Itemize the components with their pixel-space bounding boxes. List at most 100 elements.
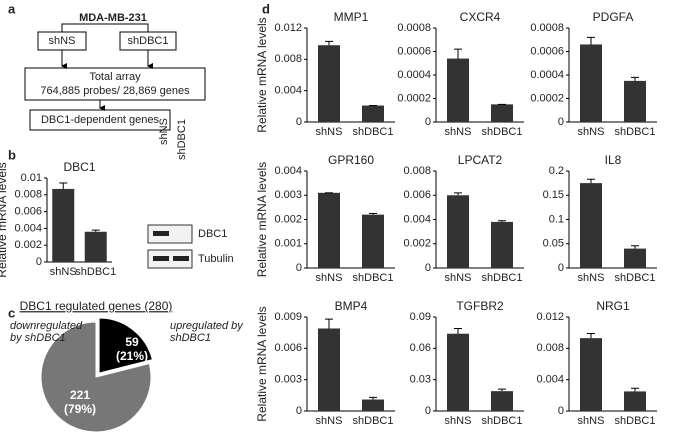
- blot-box: [147, 224, 193, 244]
- y-tick-label: 0.0002: [530, 92, 564, 104]
- y-tick-label: 0: [558, 262, 564, 274]
- y-tick-label: 0.004: [14, 222, 42, 234]
- y-tick-label: 0.001: [274, 238, 302, 250]
- x-tick-label: shDBC1: [482, 272, 523, 284]
- chart-title: LPCAT2: [458, 153, 503, 167]
- error-bar: [325, 318, 333, 329]
- group-label: shDBC1: [128, 35, 169, 47]
- lane-label: shDBC1: [176, 119, 188, 160]
- lane-label: shNS: [158, 118, 170, 145]
- y-tick-label: 0.008: [274, 53, 302, 65]
- x-tick-label: shDBC1: [482, 126, 523, 138]
- bar: [491, 391, 513, 411]
- y-tick-label: 0.09: [410, 311, 431, 323]
- y-axis-label: Relative mRNA levels: [0, 162, 9, 277]
- chart-title: IL8: [605, 153, 622, 167]
- blot-box: [147, 249, 193, 269]
- bar: [580, 338, 602, 411]
- y-tick-label: 0.006: [403, 189, 431, 201]
- y-tick-label: 0.006: [14, 206, 42, 218]
- y-tick-label: 0.008: [403, 165, 431, 177]
- panel-label: a: [8, 1, 16, 16]
- y-tick-label: 0.004: [403, 213, 431, 225]
- x-tick-label: shDBC1: [75, 266, 116, 278]
- error-bar: [498, 388, 506, 392]
- error-bar: [91, 229, 100, 232]
- error-bar: [454, 192, 462, 196]
- y-tick-label: 0.009: [274, 311, 302, 323]
- bar: [362, 105, 384, 122]
- slice-name: upregulated by shDBC1: [170, 320, 243, 344]
- box: [24, 67, 206, 101]
- error-bar: [587, 36, 595, 45]
- y-tick-label: 0.003: [274, 374, 302, 386]
- bar: [447, 333, 469, 411]
- array-detail: 764,885 probes/ 28,869 genes: [40, 85, 190, 97]
- panel-label: d: [262, 1, 270, 16]
- y-tick-label: 0.0008: [397, 22, 431, 34]
- y-tick-label: 0.01: [21, 172, 42, 184]
- percent-label: (21%): [116, 349, 148, 363]
- bar: [624, 248, 646, 268]
- y-tick-label: 0: [296, 405, 302, 417]
- y-tick-label: 0.004: [536, 374, 564, 386]
- y-axis-label: Relative mRNA levels: [255, 306, 269, 421]
- percent-label: (79%): [64, 402, 96, 416]
- error-bar: [59, 182, 68, 189]
- y-tick-label: 0.0006: [397, 45, 431, 57]
- error-bar: [325, 40, 333, 46]
- x-tick-label: shNS: [445, 126, 472, 138]
- x-tick-label: shNS: [316, 272, 343, 284]
- y-tick-label: 0: [558, 405, 564, 417]
- bar: [52, 188, 75, 262]
- value-label: 59: [125, 335, 139, 349]
- pie-slice: [98, 317, 154, 374]
- y-tick-label: 0.006: [274, 342, 302, 354]
- y-tick-label: 0: [558, 116, 564, 128]
- x-tick-label: shDBC1: [615, 126, 656, 138]
- y-tick-label: 0: [296, 116, 302, 128]
- y-tick-label: 0.1: [549, 213, 564, 225]
- chart-title: BMP4: [335, 299, 368, 313]
- bar: [491, 104, 513, 122]
- error-bar: [631, 387, 639, 392]
- band: [153, 231, 169, 236]
- error-bar: [454, 48, 462, 59]
- y-tick-label: 0.15: [543, 189, 564, 201]
- band-label: Tubulin: [198, 253, 234, 265]
- error-bar: [454, 327, 462, 334]
- bar: [84, 231, 107, 262]
- band: [173, 256, 189, 261]
- y-tick-label: 0.003: [274, 189, 302, 201]
- y-tick-label: 0.012: [536, 311, 564, 323]
- y-tick-label: 0.008: [14, 189, 42, 201]
- bar: [580, 44, 602, 123]
- y-axis-label: Relative mRNA levels: [255, 17, 269, 132]
- bar: [318, 328, 340, 411]
- chart-title: DBC1 regulated genes (280): [20, 299, 173, 313]
- error-bar: [587, 178, 595, 184]
- chart-title: TGFBR2: [456, 299, 504, 313]
- box: [29, 109, 171, 131]
- x-tick-label: shDBC1: [482, 415, 523, 427]
- bar: [491, 221, 513, 268]
- flowchart: MDA-MB-231 shNS shDBC1 Total array 764,8…: [24, 12, 206, 131]
- y-tick-label: 0.0004: [397, 69, 431, 81]
- panel-label: c: [8, 305, 15, 320]
- x-tick-label: shNS: [316, 126, 343, 138]
- y-tick-label: 0: [425, 262, 431, 274]
- y-tick-label: 0.002: [403, 238, 431, 250]
- y-tick-label: 0.0002: [397, 92, 431, 104]
- x-tick-label: shNS: [578, 272, 605, 284]
- y-tick-label: 0.0004: [530, 69, 564, 81]
- y-tick-label: 0.012: [274, 22, 302, 34]
- chart-title: CXCR4: [460, 10, 501, 24]
- bar: [318, 192, 340, 268]
- x-tick-label: shDBC1: [353, 272, 394, 284]
- x-tick-label: shDBC1: [615, 415, 656, 427]
- x-tick-label: shNS: [445, 415, 472, 427]
- y-tick-label: 0.002: [14, 239, 42, 251]
- band-label: DBC1: [198, 228, 227, 240]
